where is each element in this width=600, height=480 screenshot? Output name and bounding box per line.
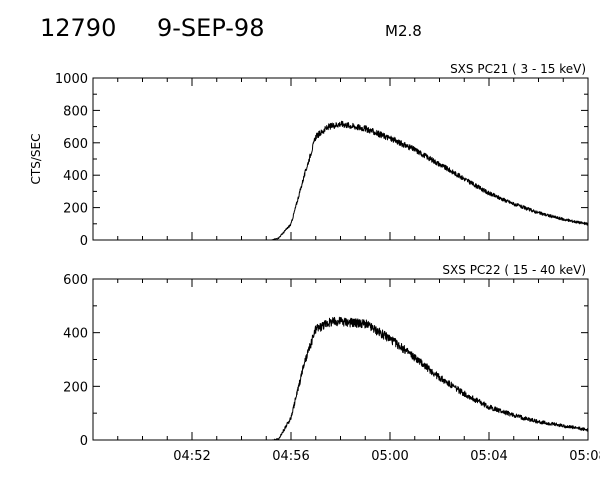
series-control-points: [93, 319, 588, 440]
y-tick-label: 800: [63, 104, 88, 119]
y-tick-label: 1000: [55, 72, 88, 87]
y-axis-label: CTS/SEC: [29, 134, 43, 185]
plot-frame: [92, 77, 589, 241]
y-tick-label: 0: [80, 234, 88, 249]
y-tick-label: 600: [63, 137, 88, 152]
x-tick-label: 05:08: [569, 449, 600, 464]
x-tick-label: 04:52: [173, 449, 210, 464]
event-date: 9-SEP-98: [157, 14, 265, 42]
y-tick-label: 600: [63, 273, 88, 288]
x-tick-label: 05:00: [371, 449, 408, 464]
panel-title: SXS PC21 ( 3 - 15 keV): [450, 62, 586, 76]
series-control-points: [93, 122, 588, 240]
x-tick-label: 04:56: [272, 449, 309, 464]
panel-title: SXS PC22 ( 15 - 40 keV): [442, 263, 586, 277]
event-id: 12790: [40, 14, 117, 42]
y-tick-label: 200: [63, 202, 88, 217]
y-tick-label: 0: [80, 434, 88, 449]
y-tick-label: 400: [63, 169, 88, 184]
y-tick-label: 400: [63, 327, 88, 342]
x-tick-label: 05:04: [470, 449, 507, 464]
y-tick-label: 200: [63, 380, 88, 395]
series-line: [92, 120, 589, 241]
flare-class: M2.8: [385, 22, 422, 40]
series-line: [92, 316, 589, 441]
